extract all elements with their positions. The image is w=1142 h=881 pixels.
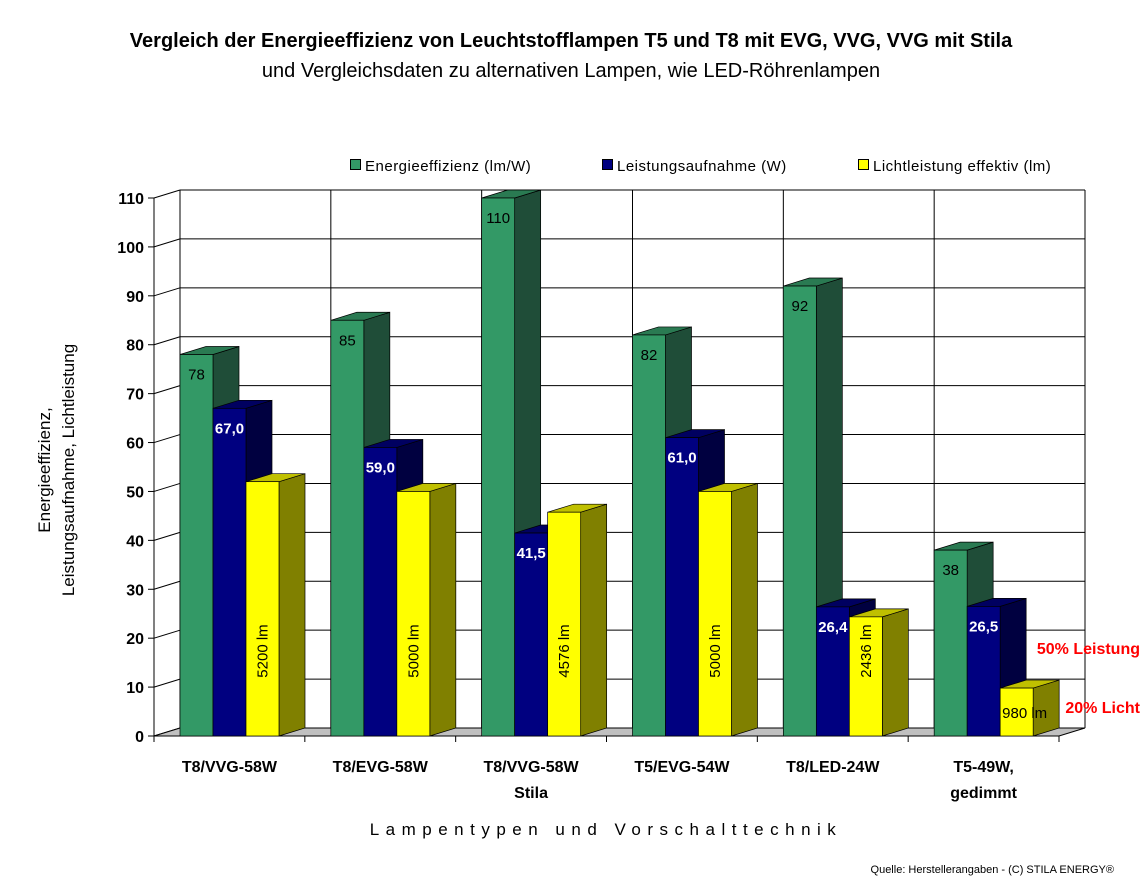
bar	[212, 407, 247, 737]
bar	[999, 687, 1034, 737]
y-tick-label: 20	[126, 631, 144, 648]
gridline-side	[153, 531, 181, 541]
bar	[481, 197, 516, 737]
x-tick-label: T8/EVG-58W	[333, 759, 429, 776]
data-label: 92	[791, 298, 808, 315]
bar-side	[429, 482, 457, 737]
data-label: 2436 lm	[858, 624, 875, 677]
x-tick-label: T8/LED-24W	[786, 759, 880, 776]
bar	[966, 606, 1001, 737]
y-tick-label: 10	[126, 680, 144, 697]
gridline-side	[153, 238, 181, 248]
legend-swatch-yellow	[858, 159, 869, 170]
data-label: 26,5	[969, 618, 998, 635]
data-label: 980 lm	[1002, 705, 1047, 722]
bar	[848, 616, 883, 737]
data-label: 5000 lm	[405, 624, 422, 677]
legend-swatch-navy	[602, 159, 613, 170]
x-tick-label: T8/VVG-58W	[182, 759, 278, 776]
data-label: 59,0	[366, 459, 395, 476]
legend-label: Energieeffizienz (lm/W)	[365, 158, 532, 175]
y-tick-label: 50	[126, 484, 144, 501]
gridline-side	[153, 629, 181, 639]
data-label: 67,0	[215, 420, 244, 437]
y-tick-label: 80	[126, 338, 144, 355]
annotation-licht: 20% Licht	[1065, 700, 1140, 717]
data-label: 5000 lm	[707, 624, 724, 677]
annotation-leistung: 50% Leistung	[1037, 641, 1140, 658]
data-label: 26,4	[818, 619, 848, 636]
legend-item-lichtleistung: Lichtleistung effektiv (lm)	[858, 158, 1051, 175]
x-axis-title: Lampentypen und Vorschalttechnik	[370, 820, 843, 839]
bar	[665, 437, 699, 737]
bar	[933, 549, 968, 737]
bar	[396, 491, 431, 737]
x-tick-label: gedimmt	[950, 785, 1017, 802]
bar-side	[881, 608, 909, 737]
bar	[782, 285, 817, 737]
bar	[179, 354, 214, 737]
data-label: 85	[339, 332, 356, 349]
legend-swatch-green	[350, 159, 361, 170]
y-tick-label: 110	[118, 191, 144, 208]
y-tick-label: 100	[117, 240, 144, 257]
y-tick-label: 90	[126, 289, 144, 306]
x-tick-label: T5-49W,	[953, 759, 1013, 776]
y-tick-label: 30	[126, 582, 144, 599]
bar	[363, 447, 398, 737]
bar	[698, 491, 732, 737]
gridline-side	[153, 580, 181, 590]
y-axis-title-line2: Leistungsaufnahme, Lichtleistung	[59, 344, 78, 596]
bar	[330, 319, 365, 737]
data-label: 5200 lm	[255, 624, 272, 677]
bar-side	[278, 473, 306, 737]
data-label: 82	[641, 347, 658, 364]
y-tick-label: 60	[126, 436, 144, 453]
legend-label: Leistungsaufnahme (W)	[617, 158, 787, 175]
bar	[547, 511, 582, 737]
y-axis-title-line1: Energieeffizienz,	[35, 407, 54, 532]
chart-subtitle: und Vergleichsdaten zu alternativen Lamp…	[261, 60, 881, 82]
data-label: 110	[486, 210, 510, 227]
gridline-side	[153, 385, 181, 395]
legend-item-energieeffizienz: Energieeffizienz (lm/W)	[350, 158, 531, 175]
bar-side	[731, 482, 758, 737]
bar	[632, 334, 666, 737]
chart-title: Vergleich der Energieeffizienz von Leuch…	[129, 30, 1013, 52]
data-label: 4576 lm	[556, 624, 573, 677]
x-tick-label: T8/VVG-58W	[484, 759, 580, 776]
y-tick-label: 70	[126, 387, 144, 404]
bar	[245, 481, 280, 737]
data-label: 61,0	[667, 450, 696, 467]
legend-label: Lichtleistung effektiv (lm)	[873, 158, 1052, 175]
data-label: 78	[188, 367, 205, 384]
gridline-side	[153, 434, 181, 444]
data-label: 41,5	[517, 545, 546, 562]
gridline-side	[153, 482, 181, 492]
legend-item-leistungsaufnahme: Leistungsaufnahme (W)	[602, 158, 787, 175]
gridline-side	[153, 189, 181, 199]
gridline-side	[153, 336, 181, 346]
bar-side	[580, 503, 608, 737]
source-note: Quelle: Herstellerangaben - (C) STILA EN…	[870, 864, 1114, 876]
x-tick-label: T5/EVG-54W	[634, 759, 730, 776]
y-tick-label: 40	[126, 533, 144, 550]
x-tick-label: Stila	[514, 785, 548, 802]
gridline-side	[153, 287, 181, 297]
bar	[514, 532, 549, 737]
data-label: 38	[942, 562, 959, 579]
bar	[815, 606, 850, 737]
y-tick-label: 0	[135, 729, 144, 746]
gridline-side	[153, 678, 181, 688]
